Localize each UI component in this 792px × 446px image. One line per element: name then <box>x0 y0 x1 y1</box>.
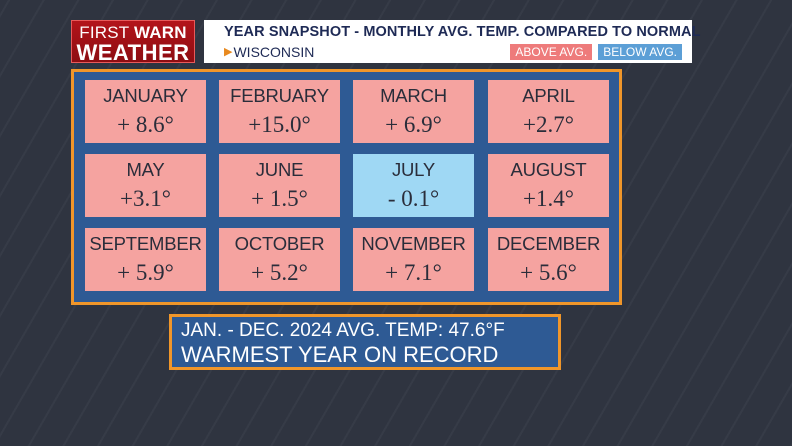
header-title: YEAR SNAPSHOT - MONTHLY AVG. TEMP. COMPA… <box>224 24 701 40</box>
first-warn-weather-logo: FIRST WARN WEATHER <box>71 20 195 65</box>
month-name: AUGUST <box>510 159 587 180</box>
legend-above-avg: ABOVE AVG. <box>510 43 593 60</box>
month-name: JANUARY <box>103 85 188 106</box>
month-cell-november: NOVEMBER + 7.1° <box>353 228 474 291</box>
month-name: MARCH <box>380 85 447 106</box>
month-cell-january: JANUARY + 8.6° <box>85 80 206 143</box>
logo-line-1: FIRST WARN <box>72 24 194 41</box>
summary-avg-temp: JAN. - DEC. 2024 AVG. TEMP: 47.6°F <box>181 320 505 341</box>
month-cell-october: OCTOBER + 5.2° <box>219 228 340 291</box>
logo-first: FIRST <box>79 23 130 42</box>
month-temp-departure: +1.4° <box>523 186 574 211</box>
month-temp-departure: - 0.1° <box>387 186 440 211</box>
month-cell-july: JULY - 0.1° <box>353 154 474 217</box>
location-name: WISCONSIN <box>233 43 315 60</box>
month-name: MAY <box>126 159 165 180</box>
logo-line-2: WEATHER <box>76 40 190 65</box>
month-cell-february: FEBRUARY +15.0° <box>219 80 340 143</box>
play-triangle-icon: ▶ <box>224 46 233 58</box>
month-cell-march: MARCH + 6.9° <box>353 80 474 143</box>
month-temp-departure: + 6.9° <box>385 112 442 137</box>
annual-summary-box: JAN. - DEC. 2024 AVG. TEMP: 47.6°F WARME… <box>169 314 561 370</box>
month-temp-departure: + 5.2° <box>251 260 308 285</box>
month-name: JULY <box>391 159 436 180</box>
month-temp-departure: + 5.6° <box>520 260 577 285</box>
month-name: APRIL <box>522 85 575 106</box>
location-label: ▶ WISCONSIN <box>224 44 314 60</box>
month-cell-august: AUGUST +1.4° <box>488 154 609 217</box>
month-temp-departure: + 8.6° <box>117 112 174 137</box>
month-cell-june: JUNE + 1.5° <box>219 154 340 217</box>
month-name: NOVEMBER <box>361 233 466 254</box>
month-temp-departure: + 1.5° <box>251 186 308 211</box>
legend-below-avg: BELOW AVG. <box>598 43 682 60</box>
month-temp-departure: + 7.1° <box>385 260 442 285</box>
month-temp-departure: +2.7° <box>523 112 574 137</box>
month-cell-december: DECEMBER + 5.6° <box>488 228 609 291</box>
header-banner: YEAR SNAPSHOT - MONTHLY AVG. TEMP. COMPA… <box>204 20 701 63</box>
month-name: DECEMBER <box>496 233 601 254</box>
month-temp-departure: +3.1° <box>120 186 171 211</box>
month-cell-may: MAY +3.1° <box>85 154 206 217</box>
summary-record-note: WARMEST YEAR ON RECORD <box>181 342 499 367</box>
month-name: JUNE <box>255 159 304 180</box>
month-temp-departure: + 5.9° <box>117 260 174 285</box>
logo-warn: WARN <box>134 23 187 42</box>
month-name: SEPTEMBER <box>89 233 202 254</box>
month-cell-april: APRIL +2.7° <box>488 80 609 143</box>
month-name: OCTOBER <box>234 233 325 254</box>
month-cell-september: SEPTEMBER + 5.9° <box>85 228 206 291</box>
monthly-grid-panel: JANUARY + 8.6° FEBRUARY +15.0° MARCH + 6.9° AP… <box>71 69 622 305</box>
month-temp-departure: +15.0° <box>248 112 311 137</box>
header-subrow: ▶ WISCONSIN ABOVE AVG. BELOW AVG. <box>224 43 682 60</box>
month-name: FEBRUARY <box>230 85 329 106</box>
